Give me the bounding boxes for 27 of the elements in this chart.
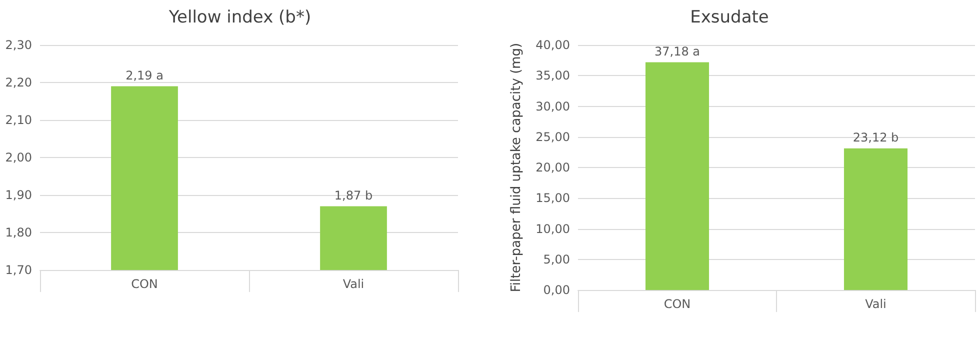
data-label: 37,18 a bbox=[654, 44, 700, 58]
y-tick-label: 25,00 bbox=[536, 130, 570, 144]
y-tick-label: 1,70 bbox=[5, 263, 32, 277]
y-tick-label: 35,00 bbox=[536, 68, 570, 83]
data-label: 1,87 b bbox=[334, 188, 373, 202]
x-tick-label: Vali bbox=[865, 297, 886, 311]
y-tick-label: 2,30 bbox=[5, 38, 32, 52]
chart-title: Exsudate bbox=[690, 8, 769, 28]
x-tick-label: CON bbox=[131, 277, 158, 291]
y-tick-label: 10,00 bbox=[536, 222, 570, 236]
y-tick-label: 0,00 bbox=[543, 283, 570, 297]
y-tick-label: 30,00 bbox=[536, 99, 570, 114]
y-axis-title: Filter-paper fluid uptake capacity (mg) bbox=[509, 42, 524, 292]
y-tick-label: 5,00 bbox=[543, 252, 570, 266]
data-label: 2,19 a bbox=[126, 68, 164, 82]
y-tick-label: 2,20 bbox=[5, 76, 32, 90]
chart-title: Yellow index (b*) bbox=[168, 8, 312, 28]
y-tick-label: 20,00 bbox=[536, 160, 570, 174]
y-tick-label: 40,00 bbox=[536, 38, 570, 52]
y-tick-label: 2,00 bbox=[5, 150, 32, 164]
x-tick-label: CON bbox=[664, 297, 691, 311]
y-tick-label: 1,90 bbox=[5, 188, 32, 202]
y-tick-label: 1,80 bbox=[5, 226, 32, 240]
x-tick-label: Vali bbox=[342, 277, 364, 291]
data-label: 23,12 b bbox=[852, 130, 899, 144]
y-tick-label: 15,00 bbox=[536, 191, 570, 206]
y-tick-label: 2,10 bbox=[5, 113, 32, 127]
